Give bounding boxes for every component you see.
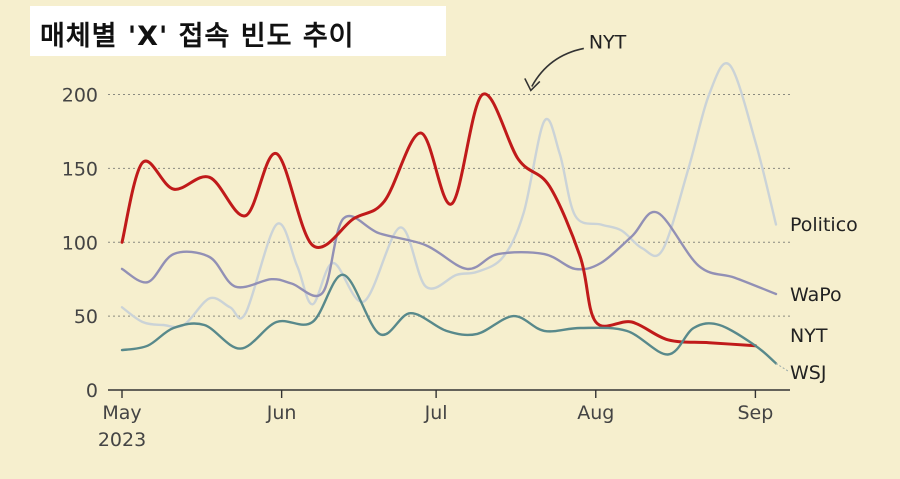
series-label-politico: Politico	[790, 214, 858, 236]
y-tick-label: 100	[62, 232, 98, 254]
series-labels: Politico WaPo NYT WSJ	[775, 214, 858, 384]
annotation-arrowhead	[524, 78, 541, 92]
series-label-wapo: WaPo	[790, 284, 842, 306]
label-leader	[775, 362, 789, 372]
series-label-wsj: WSJ	[790, 362, 826, 384]
axes: 0 50 100 150 200 May 2023 Jun Jul Aug Sep	[62, 85, 790, 451]
series-line-wapo	[120, 210, 778, 298]
x-tick-sublabel: 2023	[98, 429, 146, 451]
annotation-label: NYT	[589, 31, 627, 53]
chart-title: 매체별 'X' 접속 빈도 추이	[40, 21, 355, 52]
chart-title-box: 매체별 'X' 접속 빈도 추이	[30, 6, 446, 56]
x-tick-label: Aug	[577, 402, 614, 424]
x-tick-label: Jul	[424, 402, 448, 424]
y-tick-label: 150	[62, 158, 98, 180]
annotation: NYT	[524, 31, 627, 92]
series-line-politico	[120, 62, 778, 329]
grid-lines	[108, 94, 790, 317]
series-line-nyt	[120, 92, 757, 348]
x-tick-label: Sep	[737, 402, 773, 424]
y-tick-label: 200	[62, 85, 98, 107]
annotation-arrow	[531, 47, 584, 87]
x-tick-label: May	[102, 402, 141, 424]
y-tick-label: 50	[74, 306, 98, 328]
series-lines	[120, 62, 778, 365]
y-tick-label: 0	[86, 380, 98, 402]
x-tick-label: Jun	[266, 402, 297, 424]
series-label-nyt: NYT	[790, 325, 828, 347]
series-line-wsj	[120, 273, 778, 365]
